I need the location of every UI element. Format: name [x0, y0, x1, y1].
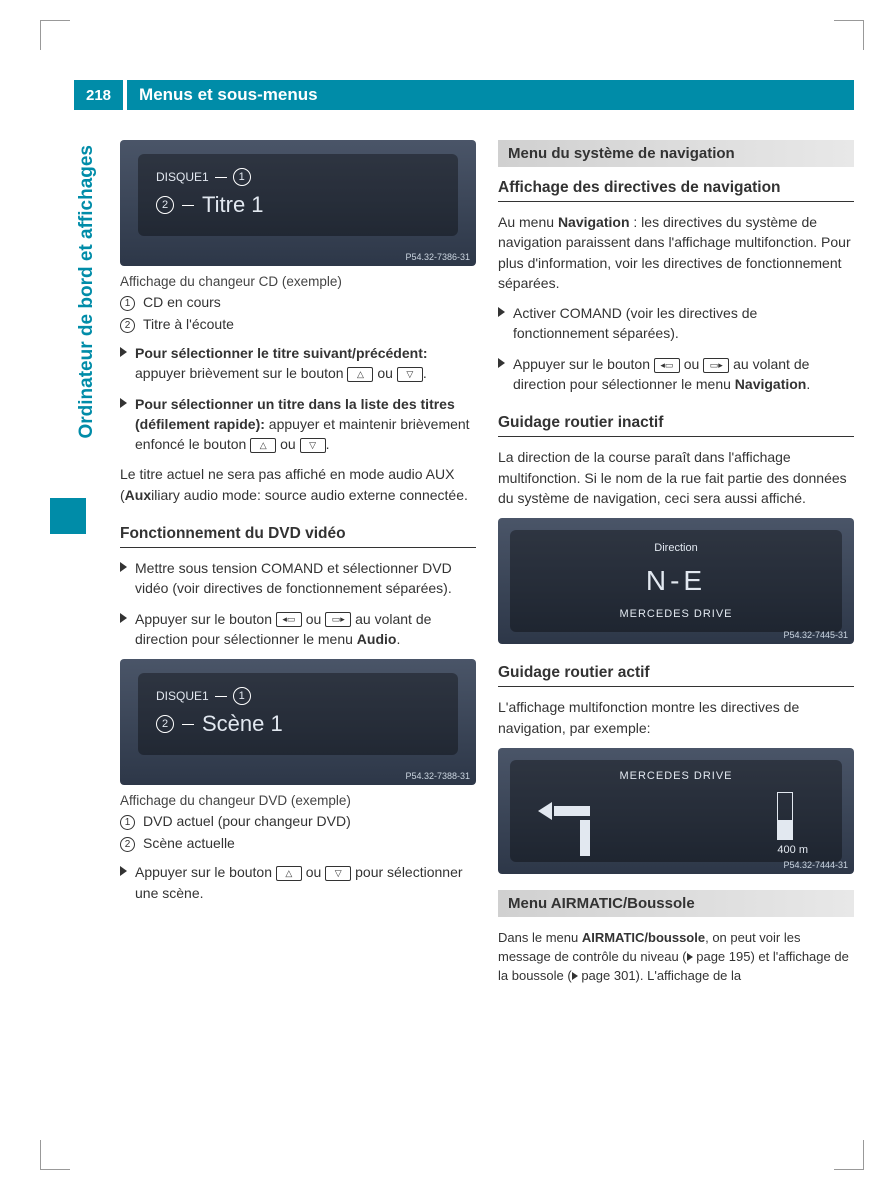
triangle-icon: [498, 307, 505, 317]
instruction-item: Appuyer sur le bouton ◂▭ ou ▭▸ au volant…: [498, 354, 854, 395]
distance-text: 400 m: [777, 844, 808, 856]
right-page-icon: ▭▸: [703, 358, 729, 373]
body-text: Dans le menu AIRMATIC/boussole, on peut …: [498, 929, 854, 986]
figure-code: P54.32-7388-31: [405, 771, 470, 781]
up-button-icon: △: [276, 866, 302, 881]
subheading: Fonctionnement du DVD vidéo: [120, 525, 476, 548]
figure-code: P54.32-7444-31: [783, 860, 848, 870]
legend-item: 2Titre à l'écoute: [120, 316, 476, 333]
street-name: MERCEDES DRIVE: [524, 770, 828, 782]
up-button-icon: △: [250, 438, 276, 453]
instruction-item: Mettre sous tension COMAND et sélectionn…: [120, 558, 476, 599]
left-column: DISQUE11 2Titre 1 P54.32-7386-31 Afficha…: [120, 140, 476, 995]
triangle-icon: [120, 613, 127, 623]
page-number: 218: [74, 80, 123, 110]
cd-title: Titre 1: [202, 192, 264, 218]
cd-display-figure: DISQUE11 2Titre 1 P54.32-7386-31: [120, 140, 476, 266]
down-button-icon: ▽: [300, 438, 326, 453]
cd-disc-label: DISQUE1: [156, 170, 209, 184]
direction-label: Direction: [520, 542, 832, 554]
content-area: DISQUE11 2Titre 1 P54.32-7386-31 Afficha…: [0, 140, 884, 995]
up-button-icon: △: [347, 367, 373, 382]
crop-mark: [40, 20, 70, 50]
figure-code: P54.32-7445-31: [783, 630, 848, 640]
instruction-item: Pour sélectionner le titre suivant/précé…: [120, 343, 476, 384]
nav-inactive-figure: Direction N-E MERCEDES DRIVE P54.32-7445…: [498, 518, 854, 644]
subheading: Guidage routier inactif: [498, 414, 854, 437]
page-header: 218 Menus et sous-menus: [74, 80, 854, 110]
down-button-icon: ▽: [325, 866, 351, 881]
nav-active-figure: MERCEDES DRIVE 400 m P54.32-7444-31: [498, 748, 854, 874]
legend-item: 1CD en cours: [120, 294, 476, 311]
legend-item: 2Scène actuelle: [120, 835, 476, 852]
dvd-scene: Scène 1: [202, 711, 283, 737]
page-title: Menus et sous-menus: [123, 80, 854, 110]
instruction-item: Activer COMAND (voir les directives de f…: [498, 303, 854, 344]
triangle-icon: [120, 562, 127, 572]
down-button-icon: ▽: [397, 367, 423, 382]
section-tab: Ordinateur de bord et affichages: [76, 145, 98, 439]
cd-caption: Affichage du changeur CD (exemple): [120, 274, 476, 289]
instruction-item: Appuyer sur le bouton △ ou ▽ pour sélect…: [120, 862, 476, 903]
body-text: Au menu Navigation : les directives du s…: [498, 212, 854, 293]
section-marker: [50, 498, 86, 534]
triangle-icon: [498, 358, 505, 368]
triangle-icon: [120, 347, 127, 357]
section-heading: Menu AIRMATIC/Boussole: [498, 890, 854, 917]
body-text: Le titre actuel ne sera pas affiché en m…: [120, 464, 476, 505]
direction-value: N-E: [520, 565, 832, 597]
figure-code: P54.32-7386-31: [405, 252, 470, 262]
instruction-item: Pour sélectionner un titre dans la liste…: [120, 394, 476, 455]
distance-bar: [777, 792, 793, 840]
dvd-caption: Affichage du changeur DVD (exemple): [120, 793, 476, 808]
dvd-disc-label: DISQUE1: [156, 689, 209, 703]
subheading: Affichage des directives de navigation: [498, 179, 854, 202]
crop-mark: [40, 1140, 70, 1170]
subheading: Guidage routier actif: [498, 664, 854, 687]
street-name: MERCEDES DRIVE: [520, 608, 832, 620]
left-page-icon: ◂▭: [654, 358, 680, 373]
legend-item: 1DVD actuel (pour changeur DVD): [120, 813, 476, 830]
body-text: L'affichage multifonction montre les dir…: [498, 697, 854, 738]
instruction-item: Appuyer sur le bouton ◂▭ ou ▭▸ au volant…: [120, 609, 476, 650]
body-text: La direction de la course paraît dans l'…: [498, 447, 854, 508]
crop-mark: [834, 1140, 864, 1170]
section-heading: Menu du système de navigation: [498, 140, 854, 167]
crop-mark: [834, 20, 864, 50]
turn-left-icon: [544, 806, 594, 856]
triangle-icon: [120, 866, 127, 876]
triangle-icon: [120, 398, 127, 408]
dvd-display-figure: DISQUE11 2Scène 1 P54.32-7388-31: [120, 659, 476, 785]
right-page-icon: ▭▸: [325, 612, 351, 627]
right-column: Menu du système de navigation Affichage …: [498, 140, 854, 995]
left-page-icon: ◂▭: [276, 612, 302, 627]
